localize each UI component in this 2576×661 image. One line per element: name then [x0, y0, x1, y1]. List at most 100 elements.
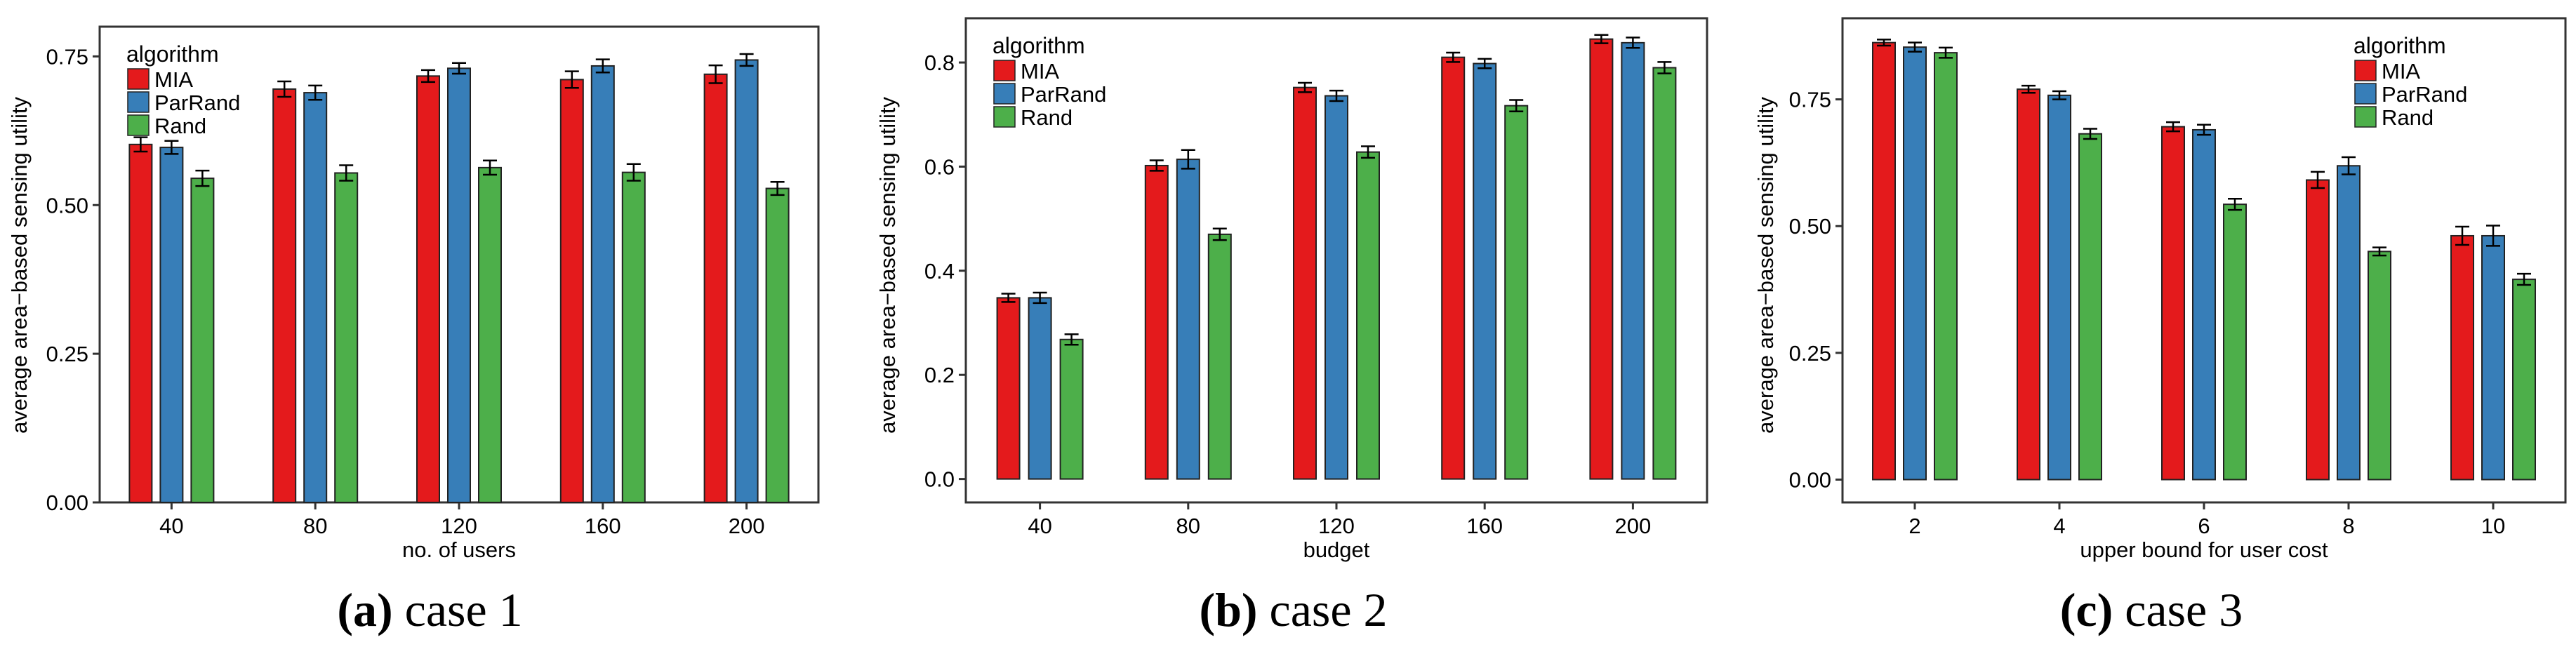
legend-label-mia: MIA	[154, 67, 193, 92]
bar-rand	[1059, 338, 1084, 480]
bar-rand	[2512, 279, 2536, 481]
bar-rand	[2368, 251, 2391, 481]
legend-label-mia: MIA	[1021, 59, 1059, 84]
x-tick-label: 6	[2198, 514, 2210, 538]
chart-b: 0.0 0.2 0.4 0.6 0.8 average area−based sensin…	[875, 17, 1708, 562]
x-axis-label: no. of users	[402, 538, 516, 562]
bar-mia	[128, 143, 153, 503]
x-tick-label: 200	[1615, 514, 1652, 538]
bar-parrand	[2337, 165, 2361, 481]
y-tick-label: 0.50	[1789, 214, 1831, 239]
bar-rand	[2078, 133, 2102, 481]
legend-title: algorithm	[126, 41, 219, 67]
legend-swatch-parrand	[993, 83, 1016, 105]
legend-label-parrand: ParRand	[2382, 82, 2467, 107]
y-tick-label: 0.75	[46, 44, 88, 69]
caption-b: (b) case 2	[860, 582, 1727, 653]
legend-swatch-parrand	[2354, 83, 2377, 105]
bar-parrand	[1324, 95, 1348, 480]
bar-parrand	[1621, 41, 1645, 480]
bar-parrand	[2481, 234, 2505, 481]
bar-parrand	[1473, 62, 1497, 480]
legend-title: algorithm	[2353, 33, 2446, 58]
caption-c-text: case 3	[2125, 583, 2243, 636]
bar-parrand	[1028, 297, 1052, 480]
bar-rand	[478, 166, 502, 503]
bar-parrand	[1176, 159, 1200, 480]
bar-rand	[2223, 203, 2247, 481]
bar-parrand	[303, 92, 328, 503]
y-axis-label: average area−based sensing utility	[875, 97, 900, 434]
y-tick-label: 0.00	[1789, 467, 1831, 492]
x-tick-label: 160	[1466, 514, 1503, 538]
bar-rand	[621, 171, 646, 503]
bar-mia	[2306, 179, 2330, 481]
bar-mia	[2161, 126, 2185, 481]
bar-parrand	[2192, 128, 2216, 481]
legend-swatch-mia	[993, 60, 1016, 81]
bar-mia	[1441, 56, 1466, 480]
bar-rand	[1652, 67, 1677, 480]
legend-title: algorithm	[992, 33, 1085, 58]
bar-mia	[703, 73, 728, 504]
bar-mia	[559, 79, 584, 504]
x-tick-label: 120	[441, 514, 477, 538]
bar-parrand	[590, 65, 615, 503]
legend-label-rand: Rand	[1021, 105, 1073, 130]
x-tick-label: 120	[1318, 514, 1355, 538]
bar-mia	[1293, 86, 1317, 480]
y-tick-label: 0.00	[46, 490, 88, 515]
caption-a: (a) case 1	[0, 582, 860, 653]
bar-mia	[2017, 88, 2040, 481]
x-tick-label: 80	[1176, 514, 1200, 538]
x-tick-label: 40	[1028, 514, 1051, 538]
x-tick-label: 200	[729, 514, 765, 538]
y-tick-label: 0.8	[924, 51, 955, 75]
bar-mia	[1144, 164, 1169, 480]
bar-parrand	[1903, 46, 1927, 481]
y-tick-label: 0.0	[924, 467, 955, 492]
y-tick-label: 0.50	[46, 193, 88, 218]
bar-mia	[416, 75, 440, 503]
bar-mia	[2450, 234, 2474, 481]
legend-swatch-mia	[127, 68, 150, 90]
caption-c-letter: (c)	[2059, 583, 2113, 636]
y-tick-label: 0.6	[924, 154, 955, 179]
legend-swatch-rand	[2354, 106, 2377, 128]
bar-rand	[1207, 233, 1232, 480]
legend-label-rand: Rand	[2382, 105, 2434, 130]
caption-a-text: case 1	[404, 583, 523, 636]
y-axis-label: average area−based sensing utility	[7, 97, 32, 434]
x-tick-label: 2	[1908, 514, 1920, 538]
legend-swatch-parrand	[127, 91, 150, 113]
legend-swatch-rand	[127, 114, 150, 136]
caption-c: (c) case 3	[1727, 582, 2576, 653]
y-tick-label: 0.2	[924, 363, 955, 387]
x-tick-label: 80	[303, 514, 327, 538]
bar-parrand	[2047, 94, 2071, 481]
x-axis-label: budget	[1303, 538, 1370, 562]
y-tick-label: 0.75	[1789, 88, 1831, 112]
bar-rand	[190, 178, 215, 504]
caption-a-letter: (a)	[337, 583, 393, 636]
bar-parrand	[734, 59, 759, 503]
bar-rand	[1504, 105, 1529, 480]
bar-mia	[272, 88, 297, 504]
x-tick-label: 160	[585, 514, 621, 538]
x-tick-label: 10	[2481, 514, 2505, 538]
bar-mia	[996, 297, 1021, 480]
y-tick-label: 0.25	[46, 342, 88, 366]
bar-mia	[1872, 41, 1896, 481]
legend-swatch-rand	[993, 106, 1016, 128]
caption-b-letter: (b)	[1199, 583, 1258, 636]
bar-rand	[1356, 151, 1380, 480]
x-tick-label: 4	[2053, 514, 2065, 538]
bar-rand	[1934, 52, 1958, 481]
bar-mia	[1589, 38, 1614, 480]
bar-parrand	[447, 67, 471, 503]
legend-label-parrand: ParRand	[1021, 82, 1106, 107]
